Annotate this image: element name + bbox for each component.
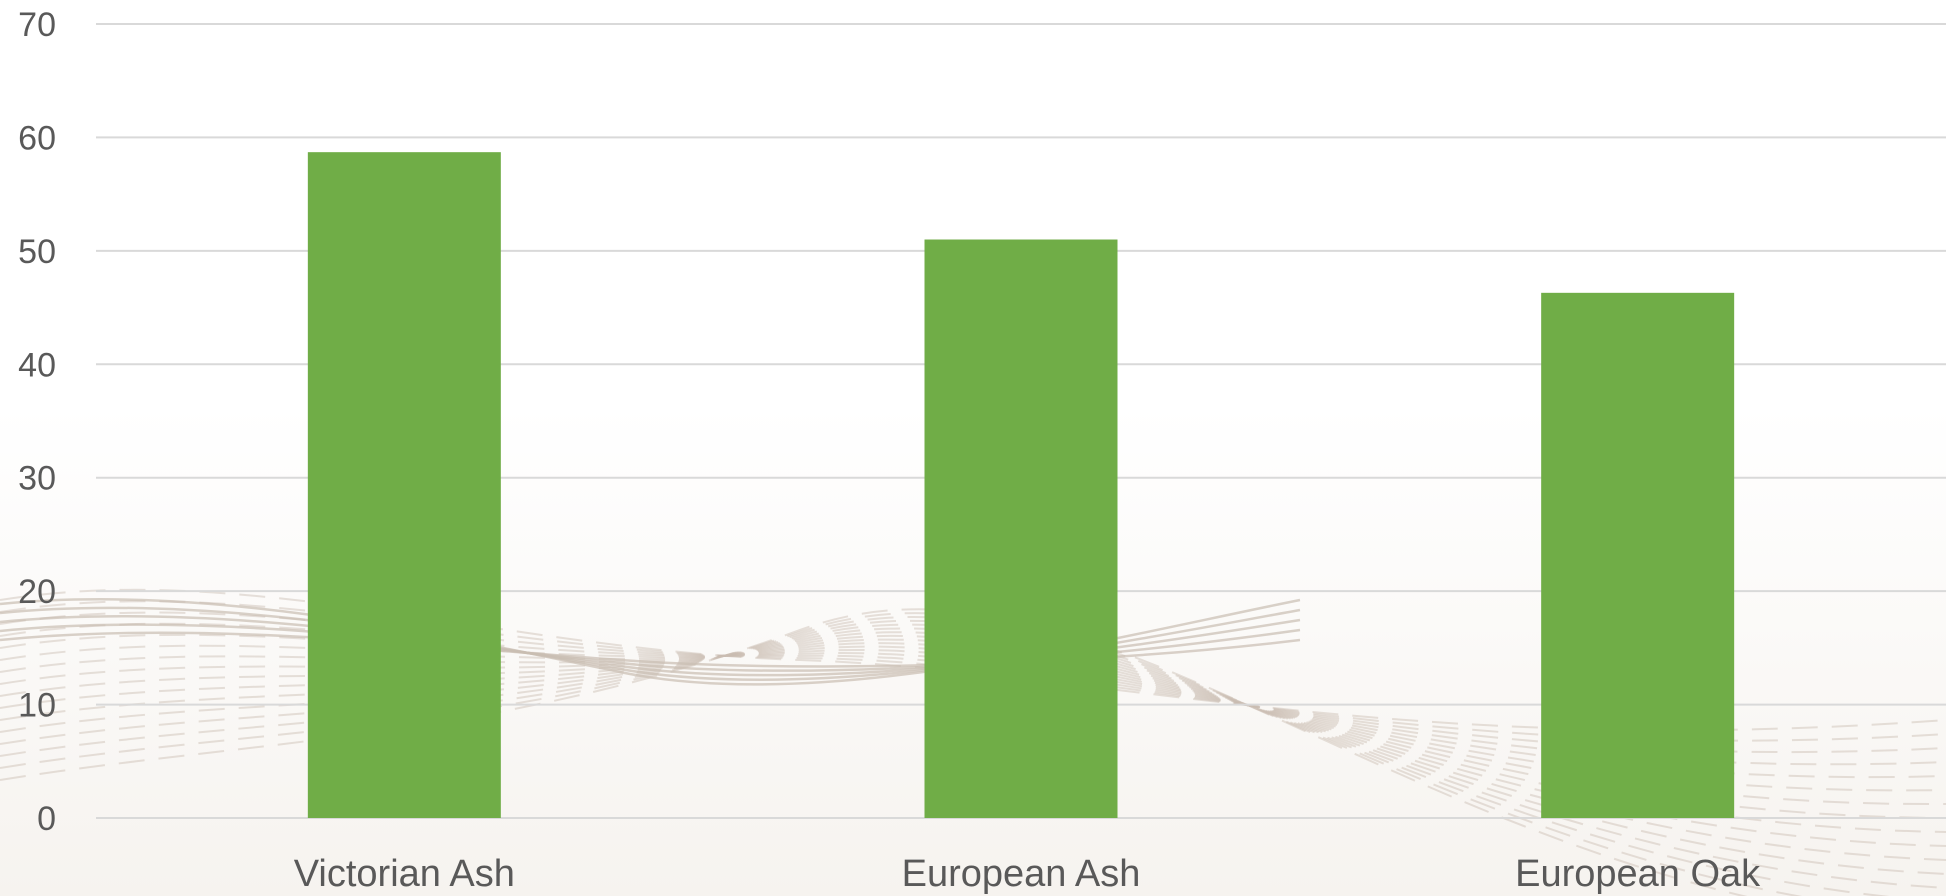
wave-line (0, 608, 1748, 896)
x-axis: Victorian Ash European Ash European Oak (294, 853, 1761, 895)
x-category-label: Victorian Ash (294, 853, 515, 895)
y-tick-label: 10 (18, 687, 56, 725)
y-tick-label: 70 (18, 6, 56, 44)
wave-line (0, 622, 1946, 766)
wave-line (0, 642, 1946, 806)
wave-line (0, 644, 1946, 792)
x-category-label: European Ash (902, 853, 1141, 895)
bar (924, 239, 1118, 818)
wave-line (0, 634, 1946, 833)
wave-line (0, 600, 1946, 742)
wave-line (0, 616, 1891, 896)
bars (307, 152, 1735, 819)
y-axis: 0 10 20 30 40 50 60 70 (18, 6, 56, 838)
wave-line (0, 612, 1803, 896)
wave-line (0, 633, 1946, 779)
wave-line (0, 611, 1946, 753)
wave-line (0, 619, 1946, 889)
bar (1541, 292, 1735, 819)
wave-line (0, 638, 1946, 819)
x-category-label: European Oak (1515, 853, 1761, 895)
y-tick-label: 30 (18, 460, 56, 498)
y-tick-label: 0 (37, 800, 56, 838)
wave-line (0, 588, 1946, 732)
bar (307, 152, 501, 818)
y-tick-label: 20 (18, 573, 56, 611)
y-tick-label: 50 (18, 233, 56, 271)
y-tick-label: 40 (18, 346, 56, 384)
y-tick-label: 60 (18, 119, 56, 157)
